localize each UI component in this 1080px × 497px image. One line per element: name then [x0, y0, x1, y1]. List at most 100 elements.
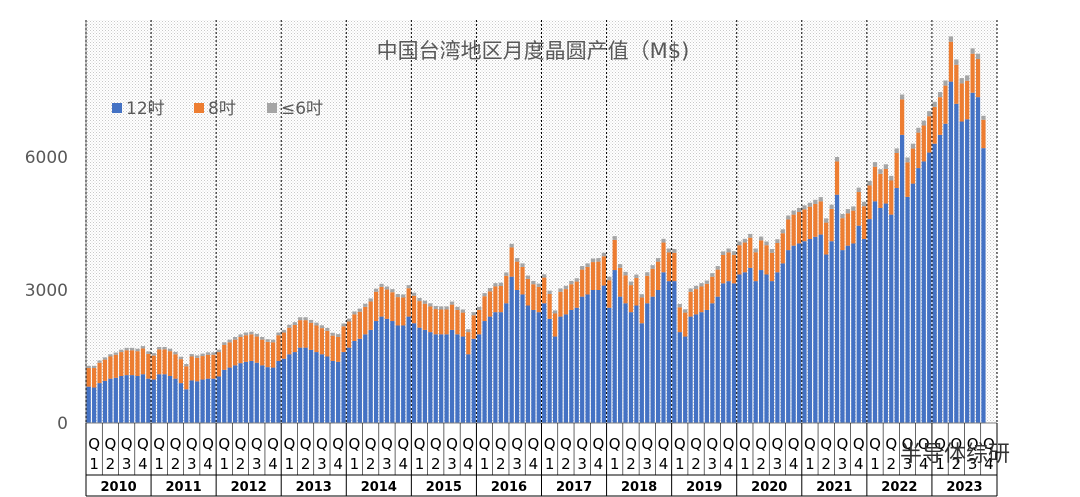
bar-segment-2: [428, 306, 433, 333]
bar-segment-1: [227, 367, 232, 423]
bar-segment-1: [601, 285, 606, 423]
bar-segment-1: [119, 376, 124, 423]
bar-segment-1: [677, 332, 682, 423]
bar-segment-1: [889, 214, 894, 423]
bar-segment-2: [108, 356, 113, 379]
quarter-prefix: Q: [593, 435, 605, 453]
quarter-number: 1: [740, 455, 750, 473]
bar-segment-2: [243, 335, 249, 362]
bar-segment-3: [981, 115, 986, 120]
bar-segment-2: [86, 368, 91, 387]
bar-segment-1: [726, 281, 731, 423]
bar-segment-3: [86, 365, 91, 369]
bar-segment-2: [759, 240, 764, 271]
chart-title: 中国台湾地区月度晶圆产值（M$): [377, 39, 690, 63]
bar-segment-1: [374, 321, 379, 423]
bar-segment-2: [368, 301, 373, 330]
bar-segment-2: [233, 339, 238, 366]
year-label: 2014: [361, 480, 397, 495]
quarter-prefix: Q: [576, 435, 588, 453]
bar-segment-3: [314, 322, 319, 326]
bar-segment-3: [303, 317, 308, 321]
year-label: 2019: [686, 480, 722, 495]
bar-segment-3: [178, 356, 184, 360]
bar-segment-1: [818, 234, 823, 423]
bar-segment-1: [932, 143, 937, 423]
bar-segment-1: [786, 250, 791, 423]
bar-segment-3: [102, 357, 108, 360]
bar-segment-2: [547, 293, 552, 319]
bar-segment-3: [959, 78, 964, 84]
bar-segment-1: [455, 334, 460, 423]
quarter-number: 3: [773, 455, 783, 473]
bar-segment-2: [384, 289, 390, 319]
quarter-number: 1: [870, 455, 880, 473]
bar-segment-3: [634, 274, 639, 279]
bar-segment-2: [211, 354, 216, 379]
legend-label: 12吋: [126, 99, 165, 119]
bar-segment-2: [504, 275, 509, 304]
bar-segment-2: [341, 326, 346, 353]
bar-segment-1: [574, 307, 579, 423]
bar-segment-2: [129, 350, 135, 376]
bar-segment-1: [693, 314, 699, 423]
bar-segment-1: [97, 383, 102, 423]
bar-segment-3: [748, 233, 753, 238]
bar-segment-2: [596, 261, 601, 290]
bar-segment-1: [449, 329, 455, 423]
bar-segment-1: [444, 334, 449, 423]
bar-segment-3: [471, 312, 476, 316]
bar-segment-3: [650, 265, 655, 269]
bar-segment-1: [775, 272, 780, 423]
bar-segment-3: [411, 292, 417, 296]
bar-segment-1: [336, 361, 341, 423]
bar-segment-3: [211, 352, 216, 355]
quarter-number: 1: [220, 455, 230, 473]
bar-segment-1: [959, 121, 964, 423]
quarter-number: 3: [708, 455, 718, 473]
quarter-prefix: Q: [202, 435, 214, 453]
bar-segment-3: [764, 241, 769, 246]
quarter-prefix: Q: [218, 435, 230, 453]
bar-segment-2: [292, 325, 297, 353]
bar-segment-1: [189, 380, 194, 423]
bar-segment-1: [943, 123, 948, 423]
bar-segment-1: [222, 369, 227, 423]
bar-segment-3: [731, 251, 737, 255]
bar-segment-1: [899, 134, 905, 423]
bar-segment-1: [948, 81, 954, 423]
bar-segment-3: [943, 80, 948, 86]
bar-segment-2: [520, 266, 525, 295]
bar-segment-1: [260, 365, 265, 423]
bar-segment-1: [200, 379, 205, 423]
bar-segment-3: [677, 303, 682, 308]
bar-segment-3: [428, 303, 433, 307]
bar-segment-2: [802, 209, 807, 242]
bar-segment-3: [818, 197, 823, 202]
bar-segment-2: [433, 309, 438, 335]
quarter-prefix: Q: [495, 435, 507, 453]
bar-segment-1: [536, 312, 541, 423]
bar-segment-2: [937, 97, 943, 135]
bar-segment-1: [731, 283, 737, 423]
quarter-number: 4: [138, 455, 148, 473]
bar-segment-1: [824, 254, 829, 423]
quarter-prefix: Q: [316, 435, 328, 453]
bar-segment-3: [265, 339, 270, 342]
bar-segment-1: [162, 374, 167, 423]
quarter-number: 3: [122, 455, 132, 473]
bar-segment-3: [726, 248, 731, 253]
bar-segment-1: [509, 276, 514, 423]
bar-segment-3: [363, 303, 368, 307]
bar-segment-2: [509, 247, 514, 277]
bar-segment-3: [807, 202, 813, 207]
bar-segment-3: [390, 289, 395, 293]
bar-segment-2: [308, 322, 314, 350]
bar-segment-2: [693, 289, 699, 315]
bar-segment-3: [124, 347, 129, 351]
bar-segment-2: [916, 132, 921, 169]
bar-segment-1: [905, 196, 910, 423]
bar-segment-1: [363, 334, 368, 423]
bar-segment-3: [308, 319, 314, 323]
year-label: 2016: [491, 480, 527, 495]
